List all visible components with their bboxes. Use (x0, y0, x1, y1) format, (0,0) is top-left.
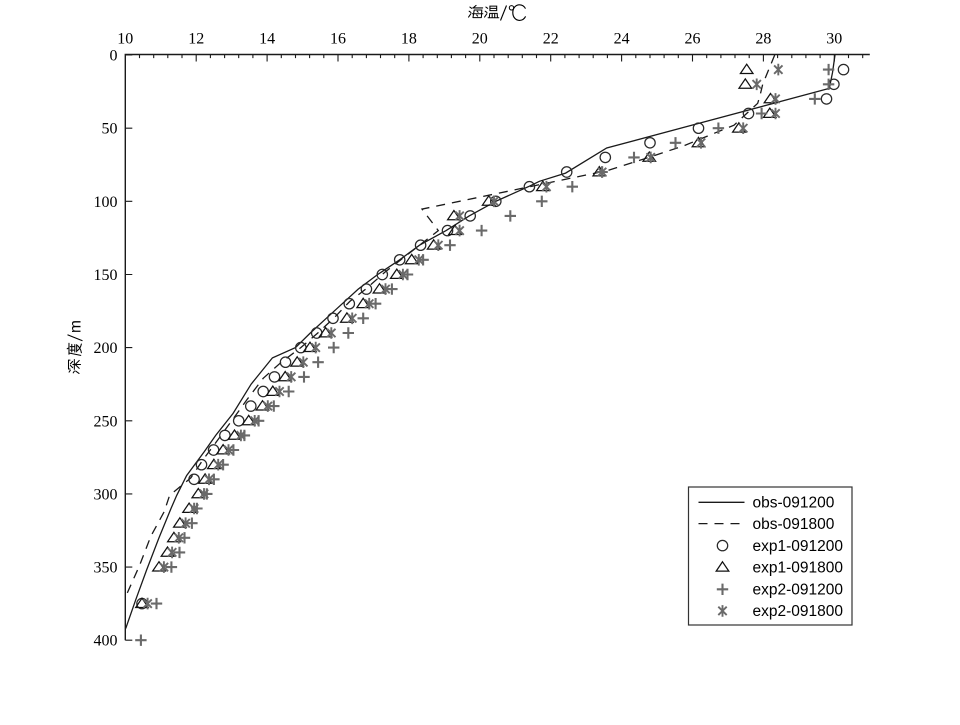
svg-text:20: 20 (472, 31, 488, 48)
svg-text:30: 30 (826, 31, 842, 48)
svg-text:0: 0 (110, 48, 118, 65)
svg-text:300: 300 (94, 486, 118, 503)
svg-text:14: 14 (259, 31, 275, 48)
svg-text:350: 350 (94, 560, 118, 577)
svg-text:exp1-091800: exp1-091800 (753, 560, 844, 577)
svg-text:obs-091800: obs-091800 (753, 516, 835, 533)
svg-text:50: 50 (102, 121, 118, 138)
svg-text:28: 28 (755, 31, 771, 48)
svg-text:exp2-091800: exp2-091800 (753, 603, 844, 620)
svg-text:obs-091200: obs-091200 (753, 495, 835, 512)
svg-text:16: 16 (330, 31, 346, 48)
svg-text:400: 400 (94, 633, 118, 650)
svg-text:18: 18 (401, 31, 417, 48)
svg-text:exp1-091200: exp1-091200 (753, 538, 844, 555)
svg-text:12: 12 (188, 31, 204, 48)
svg-text:100: 100 (94, 194, 118, 211)
svg-text:150: 150 (94, 267, 118, 284)
svg-text:22: 22 (543, 31, 559, 48)
svg-text:200: 200 (94, 340, 118, 357)
svg-text:26: 26 (685, 31, 701, 48)
svg-text:250: 250 (94, 413, 118, 430)
svg-text:m: m (68, 320, 85, 333)
svg-text:10: 10 (117, 31, 133, 48)
svg-text:24: 24 (614, 31, 630, 48)
svg-text:exp2-091200: exp2-091200 (753, 582, 844, 599)
